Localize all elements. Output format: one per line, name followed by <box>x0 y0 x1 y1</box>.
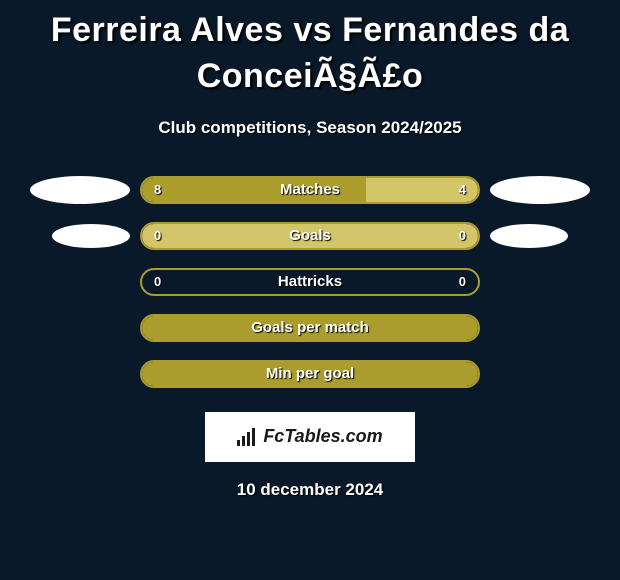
stat-bar: 84Matches <box>140 176 480 204</box>
stat-label: Min per goal <box>142 362 478 386</box>
stat-bar: 00Goals <box>140 222 480 250</box>
date-text: 10 december 2024 <box>0 480 620 500</box>
stat-row: 00Goals <box>10 222 610 250</box>
stat-row: 00Hattricks <box>10 268 610 296</box>
stat-row: 84Matches <box>10 176 610 204</box>
stat-bar: Goals per match <box>140 314 480 342</box>
stat-row: Min per goal <box>10 360 610 388</box>
subtitle: Club competitions, Season 2024/2025 <box>0 118 620 138</box>
logo-box: FcTables.com <box>205 412 415 462</box>
player-left-oval <box>52 224 130 248</box>
stat-label: Hattricks <box>142 270 478 294</box>
stat-row: Goals per match <box>10 314 610 342</box>
stat-rows: 84Matches 00Goals 00Hattricks Goals per mat… <box>0 176 620 388</box>
page-title: Ferreira Alves vs Fernandes da ConceiÃ§Ã… <box>0 0 620 100</box>
player-right-oval <box>490 224 568 248</box>
logo-text: FcTables.com <box>263 426 382 447</box>
stat-bar: 00Hattricks <box>140 268 480 296</box>
stat-label: Goals per match <box>142 316 478 340</box>
bars-icon <box>237 428 259 446</box>
stat-label: Goals <box>142 224 478 248</box>
stat-label: Matches <box>142 178 478 202</box>
stat-bar: Min per goal <box>140 360 480 388</box>
player-right-oval <box>490 176 590 204</box>
player-left-oval <box>30 176 130 204</box>
